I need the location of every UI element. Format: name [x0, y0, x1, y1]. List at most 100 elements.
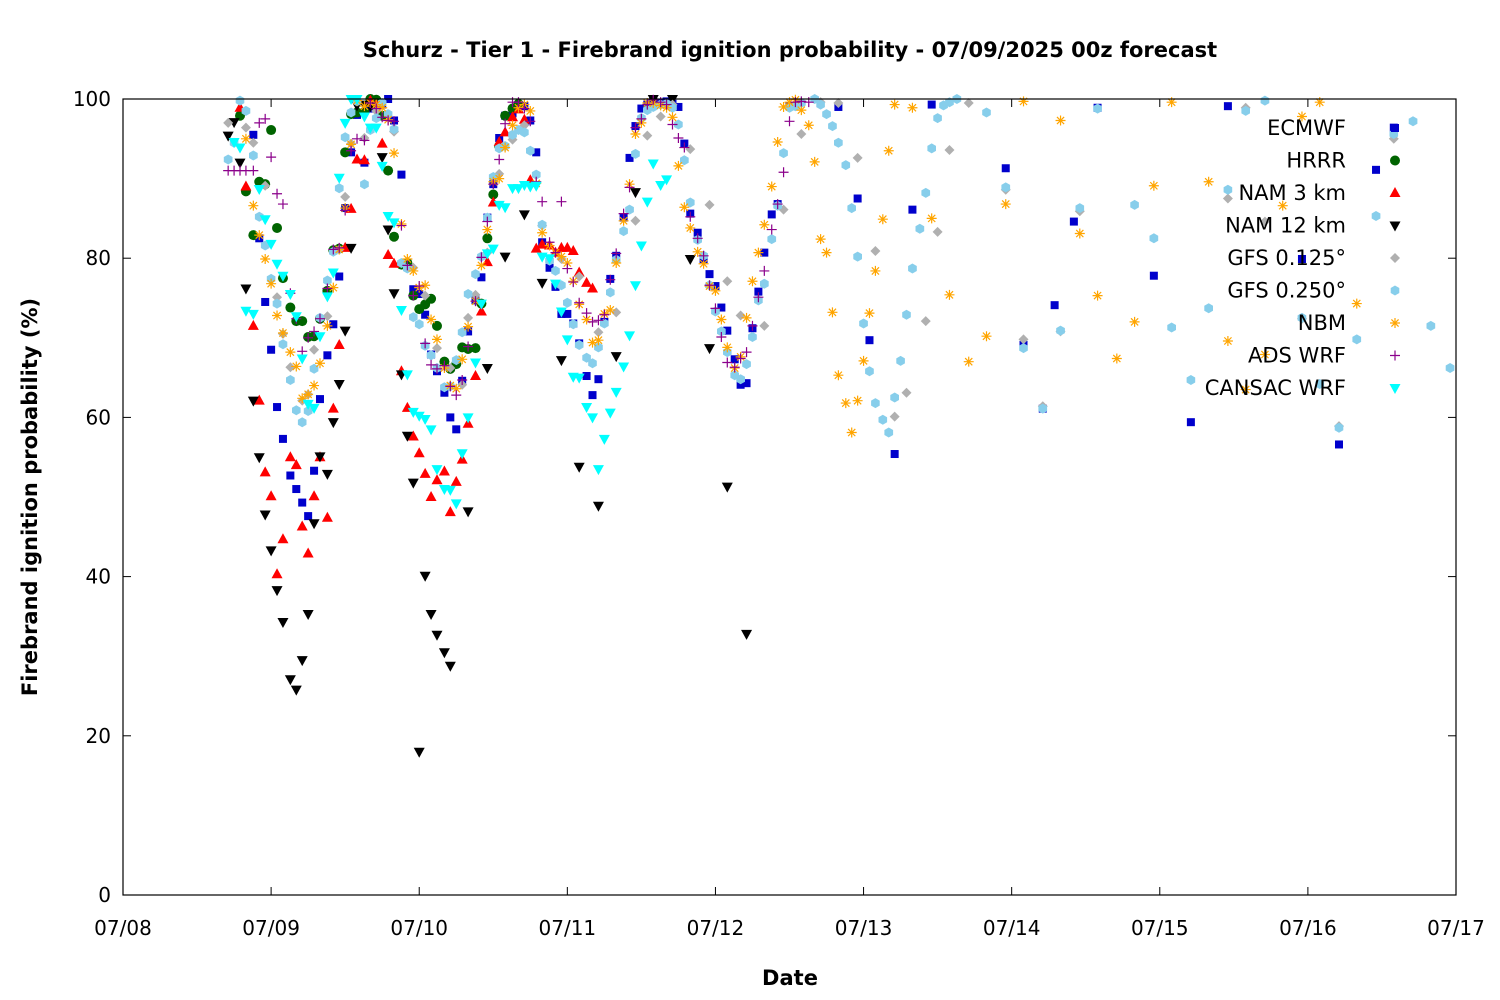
legend-marker: [1389, 187, 1401, 197]
data-point: [240, 122, 251, 133]
data-point: [870, 246, 881, 257]
data-point: [685, 222, 696, 233]
data-point: [308, 519, 320, 530]
data-point: [383, 115, 394, 126]
data-point: [389, 231, 400, 242]
data-point: [309, 344, 320, 355]
data-point: [716, 332, 727, 343]
data-point: [841, 160, 851, 171]
legend-label: HRRR: [1286, 149, 1346, 173]
data-point: [291, 361, 302, 372]
data-point: [581, 403, 593, 414]
data-point: [1075, 203, 1085, 214]
data-point: [470, 343, 481, 354]
data-point: [642, 99, 653, 110]
data-point: [482, 224, 493, 235]
data-point: [440, 388, 449, 397]
data-point: [587, 413, 599, 424]
legend-label: NAM 12 km: [1225, 214, 1346, 238]
data-point: [625, 204, 634, 215]
data-point: [748, 332, 757, 342]
data-point: [555, 307, 567, 318]
data-point: [488, 179, 499, 190]
legend-marker: [1390, 253, 1400, 263]
data-point: [285, 347, 296, 358]
legend-label: GFS 0.250°: [1227, 279, 1346, 303]
legend-label: NBM: [1298, 311, 1346, 335]
data-point: [296, 354, 308, 365]
data-point: [1001, 182, 1011, 193]
data-point: [1019, 343, 1028, 354]
data-point: [444, 485, 456, 496]
data-point: [425, 491, 437, 501]
data-point: [1352, 334, 1362, 345]
data-point: [598, 434, 610, 445]
data-point: [401, 370, 413, 381]
data-point: [446, 413, 455, 422]
data-point: [334, 183, 344, 194]
data-point: [561, 241, 573, 252]
data-point: [376, 153, 388, 164]
plot-frame: [122, 98, 1457, 896]
data-point: [772, 199, 783, 210]
data-point: [494, 173, 505, 184]
data-point: [944, 144, 955, 155]
data-point: [736, 380, 745, 389]
data-point: [438, 648, 450, 659]
data-point: [667, 112, 678, 123]
data-point: [629, 281, 641, 292]
data-point: [878, 414, 888, 425]
data-point: [333, 173, 345, 184]
data-point: [1334, 440, 1343, 449]
data-point: [302, 610, 314, 621]
legend-marker: [1389, 221, 1401, 232]
data-point: [249, 130, 258, 139]
data-point: [248, 137, 259, 148]
data-point: [376, 161, 388, 172]
x-axis-label: Date: [762, 966, 818, 990]
data-point: [383, 165, 394, 176]
data-point: [563, 297, 572, 308]
data-point: [1204, 303, 1213, 314]
data-point: [828, 121, 837, 132]
data-point: [532, 148, 541, 157]
data-point: [722, 357, 733, 368]
data-point: [710, 303, 721, 314]
data-point: [401, 431, 413, 442]
data-point: [766, 181, 777, 192]
data-point: [593, 315, 604, 326]
data-point: [247, 309, 259, 320]
data-point: [624, 182, 635, 193]
data-point: [536, 278, 548, 289]
data-point: [420, 338, 431, 349]
data-point: [853, 194, 862, 203]
data-point: [253, 184, 265, 195]
data-point: [592, 501, 604, 512]
data-point: [599, 309, 610, 320]
data-point: [618, 215, 629, 226]
x-tick-label: 07/15: [1131, 916, 1189, 940]
data-point: [513, 102, 524, 113]
data-point: [278, 339, 288, 350]
data-point: [551, 265, 560, 276]
data-point: [1260, 95, 1270, 106]
data-point: [1277, 200, 1288, 211]
data-point: [684, 254, 696, 265]
data-point: [530, 242, 542, 253]
data-point: [314, 313, 325, 324]
data-point: [544, 237, 555, 248]
data-point: [853, 251, 862, 262]
data-point: [568, 319, 578, 330]
data-point: [840, 398, 851, 409]
data-point: [345, 243, 357, 254]
data-point: [629, 188, 641, 199]
data-point: [605, 304, 616, 315]
data-point: [630, 215, 641, 226]
data-point: [290, 685, 302, 696]
data-point: [884, 427, 894, 438]
data-point: [1149, 271, 1158, 280]
data-point: [717, 326, 726, 337]
data-point: [537, 227, 548, 238]
data-point: [920, 316, 931, 327]
data-point: [581, 276, 593, 287]
